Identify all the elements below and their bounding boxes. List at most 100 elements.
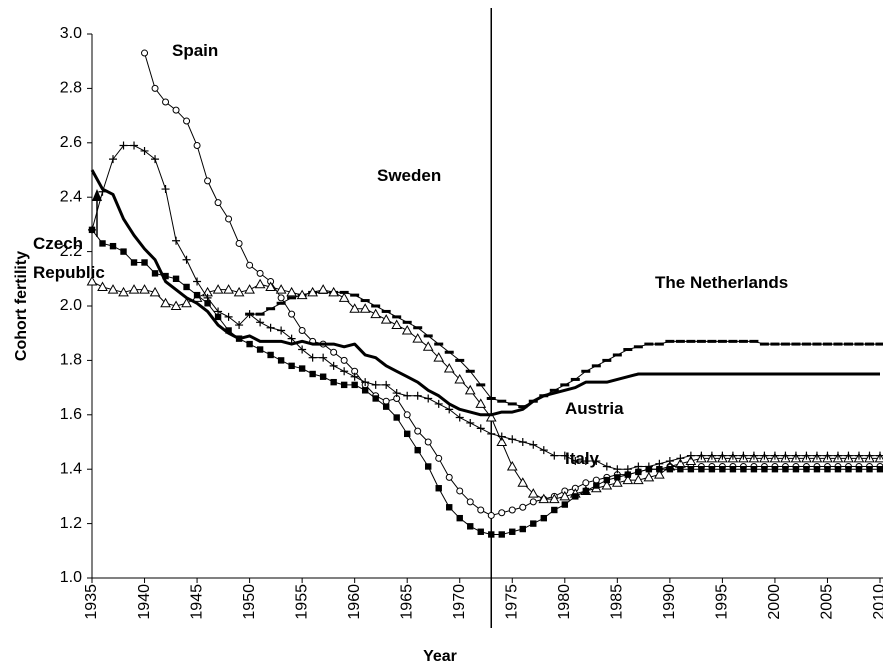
point [445, 405, 454, 414]
point [424, 438, 432, 446]
x-tick-label: 2010 [871, 584, 883, 620]
point [256, 346, 264, 353]
series-label: Czech Republic [33, 234, 105, 282]
point [581, 457, 590, 466]
point [286, 286, 297, 297]
x-tick-label: 1980 [556, 584, 573, 620]
point [632, 474, 644, 485]
point [622, 474, 634, 485]
point [140, 146, 149, 155]
point [193, 277, 202, 286]
point [151, 84, 159, 92]
point [739, 451, 748, 460]
point [224, 312, 233, 321]
point [393, 414, 400, 421]
point [370, 308, 382, 319]
x-tick-label: 1975 [503, 584, 520, 620]
point [476, 424, 485, 433]
point [435, 454, 443, 462]
point [592, 457, 601, 466]
point [267, 351, 274, 359]
point [319, 353, 328, 362]
point [359, 303, 371, 313]
point [506, 460, 518, 471]
point [477, 506, 485, 514]
point [246, 261, 254, 269]
point [792, 466, 800, 473]
point [349, 303, 361, 313]
point [613, 465, 622, 474]
y-tick-label: 2.6 [60, 134, 82, 151]
point [183, 117, 191, 125]
point [624, 471, 632, 478]
point [298, 365, 306, 372]
point [433, 352, 445, 362]
point [88, 226, 96, 234]
point [582, 479, 590, 487]
point [371, 380, 380, 389]
point [802, 451, 811, 460]
point [718, 451, 727, 460]
x-tick-label: 2005 [819, 584, 836, 620]
point [372, 395, 379, 402]
point [728, 451, 737, 460]
point [611, 477, 623, 487]
series-line [91, 229, 880, 535]
point [687, 466, 695, 473]
point [509, 528, 516, 535]
point [508, 435, 517, 444]
point [193, 142, 201, 150]
x-tick-label: 1950 [241, 584, 258, 620]
point [527, 488, 539, 498]
point [330, 348, 338, 356]
point [298, 345, 307, 354]
point [340, 356, 348, 364]
point [328, 286, 340, 297]
point [162, 98, 170, 106]
point [834, 466, 842, 473]
point [141, 259, 148, 266]
y-tick-label: 2.4 [60, 188, 82, 205]
point [614, 474, 621, 481]
point [602, 462, 611, 471]
point [235, 335, 243, 342]
point [244, 284, 255, 294]
x-tick-label: 1945 [188, 584, 205, 620]
series-label: Austria [565, 399, 624, 418]
point [98, 187, 107, 196]
x-tick-label: 1940 [136, 584, 153, 620]
series-label: The Netherlands [655, 273, 789, 292]
point [193, 291, 201, 299]
point [307, 286, 318, 297]
point [686, 451, 695, 460]
x-tick-label: 1965 [398, 584, 415, 620]
point [296, 289, 308, 300]
point [582, 487, 590, 495]
point [338, 292, 350, 302]
point [498, 531, 505, 538]
point [256, 318, 265, 327]
point [666, 466, 674, 473]
point [130, 141, 139, 150]
point [781, 451, 790, 460]
x-tick-label: 1990 [661, 584, 678, 620]
series-line [91, 145, 880, 470]
point [361, 378, 370, 387]
point [161, 185, 170, 194]
point [350, 372, 359, 381]
point [151, 270, 159, 277]
y-tick-label: 1.8 [60, 352, 82, 369]
point [225, 215, 233, 223]
point [477, 528, 484, 535]
point [866, 466, 873, 473]
point [855, 466, 863, 473]
point [456, 514, 463, 522]
y-tick-label: 1.4 [60, 460, 82, 477]
y-axis-title: Cohort fertility [13, 251, 30, 361]
point [277, 294, 285, 302]
series-line [90, 169, 880, 417]
point [160, 297, 171, 308]
point [445, 473, 453, 481]
point [181, 297, 192, 308]
